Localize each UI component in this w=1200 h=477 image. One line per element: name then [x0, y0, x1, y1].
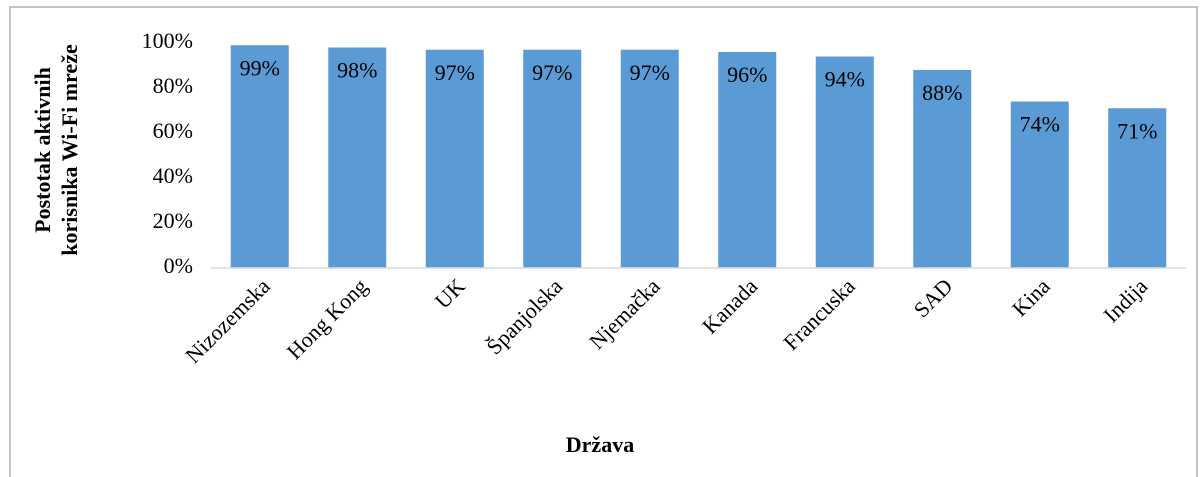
- y-tick-label: 40%: [153, 163, 193, 188]
- data-label: 74%: [1020, 112, 1060, 137]
- data-label: 99%: [240, 55, 280, 80]
- data-label: 98%: [337, 58, 377, 83]
- data-label: 97%: [435, 60, 475, 85]
- x-tick-label: Njemačka: [584, 273, 665, 354]
- y-tick-label: 80%: [153, 73, 193, 98]
- y-axis-title: Postotak aktivnih korisnika Wi-Fi mreže: [30, 44, 82, 256]
- bar: [328, 47, 387, 268]
- bar: [815, 56, 874, 268]
- x-tick-label: UK: [430, 273, 470, 313]
- bar: [523, 49, 582, 268]
- y-tick-label: 100%: [142, 28, 193, 53]
- x-tick-label: Nizozemska: [180, 273, 275, 368]
- x-tick-label: Hong Kong: [282, 273, 373, 364]
- data-label: 94%: [825, 67, 865, 92]
- chart-border: [9, 6, 1198, 477]
- bar: [913, 70, 972, 268]
- y-tick-label: 60%: [153, 118, 193, 143]
- data-label: 97%: [532, 60, 572, 85]
- y-tick-label: 20%: [153, 208, 193, 233]
- x-axis-title: Država: [566, 432, 634, 457]
- data-label: 97%: [630, 60, 670, 85]
- y-axis-title-line: korisnika Wi-Fi mreže: [57, 44, 82, 256]
- x-tick-label: Francuska: [778, 273, 860, 355]
- bar: [718, 52, 777, 268]
- y-axis-title-line: Postotak aktivnih: [30, 67, 55, 233]
- bar: [1108, 108, 1167, 268]
- data-label: 96%: [727, 62, 767, 87]
- x-tick-label: Kanada: [697, 273, 762, 338]
- bar: [620, 49, 679, 268]
- x-tick-label: Kina: [1007, 273, 1055, 321]
- y-tick-label: 0%: [164, 253, 193, 278]
- data-label: 71%: [1117, 118, 1157, 143]
- x-tick-label: SAD: [909, 273, 958, 322]
- bar: [1010, 101, 1069, 268]
- bar: [425, 49, 484, 268]
- x-tick-label: Indija: [1098, 273, 1152, 327]
- bar: [230, 45, 289, 268]
- data-label: 88%: [922, 80, 962, 105]
- x-tick-label: Španjolska: [481, 273, 567, 359]
